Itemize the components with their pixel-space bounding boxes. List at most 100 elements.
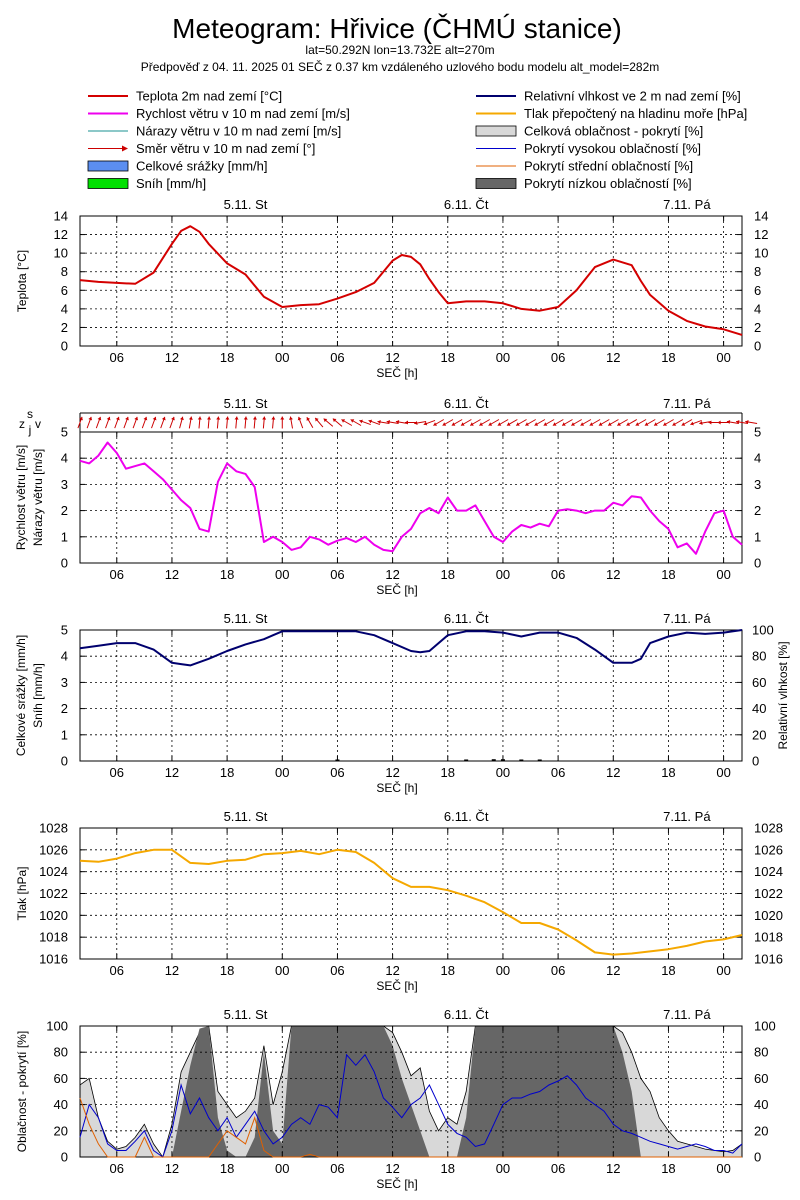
y-tick-label: 0 xyxy=(61,339,68,354)
x-tick-label: 12 xyxy=(385,567,399,582)
wind-arrow xyxy=(386,420,399,425)
legend-label: Pokrytí nízkou oblačností [%] xyxy=(524,176,692,191)
arrow-icon xyxy=(197,416,202,420)
y-tick-label-right: 10 xyxy=(754,246,768,261)
y-tick-label: 0 xyxy=(61,1150,68,1165)
legend-label: Pokrytí vysokou oblačností [%] xyxy=(524,141,701,156)
x-tick-label: 12 xyxy=(165,1161,179,1176)
wind-arrow xyxy=(469,419,481,426)
y-tick-label: 12 xyxy=(54,227,68,242)
arrow-icon xyxy=(460,422,465,426)
wind-arrow xyxy=(359,419,371,426)
arrow-icon xyxy=(598,422,603,426)
arrow-icon xyxy=(488,422,493,426)
legend-item: Rychlost větru v 10 m nad zemí [m/s] xyxy=(88,106,350,121)
x-tick-label: 06 xyxy=(110,567,124,582)
wind-arrow xyxy=(341,419,353,426)
arrow-icon xyxy=(243,416,248,420)
y-tick-label: 1028 xyxy=(39,821,68,836)
legend-item: Pokrytí vysokou oblačností [%] xyxy=(476,141,701,156)
wind-arrow xyxy=(717,420,730,425)
arrow-icon xyxy=(663,422,667,426)
arrow-icon xyxy=(626,422,631,426)
wind-arrow xyxy=(571,419,582,426)
wind-arrow xyxy=(151,416,157,429)
wind-arrow xyxy=(690,419,702,426)
precip-bar xyxy=(537,759,542,762)
precip-bar xyxy=(519,759,524,762)
x-tick-label: 00 xyxy=(275,1161,289,1176)
wind-arrow xyxy=(377,420,390,425)
y-tick-label-right: 8 xyxy=(754,264,761,279)
arrow-icon xyxy=(516,422,520,426)
arrow-icon xyxy=(125,416,129,421)
x-axis-label: SEČ [h] xyxy=(376,1176,417,1191)
station-coords: lat=50.292N lon=13.732E alt=270m xyxy=(305,43,494,57)
precip-bar xyxy=(500,759,505,762)
y-tick-label-right: 5 xyxy=(754,425,761,440)
arrow-icon xyxy=(315,417,319,422)
x-tick-label: 12 xyxy=(165,963,179,978)
wind-arrow xyxy=(442,419,454,426)
arrow-icon xyxy=(332,418,337,423)
wind-arrow xyxy=(589,419,601,426)
wind-arrow xyxy=(197,416,202,429)
series-line xyxy=(79,441,743,555)
y-tick-label: 8 xyxy=(61,264,68,279)
legend-label: Teplota 2m nad zemí [°C] xyxy=(136,89,282,104)
x-tick-label: 00 xyxy=(275,963,289,978)
series-line-pokrytí-vysokou-oblačností xyxy=(79,1053,743,1158)
x-tick-label: 12 xyxy=(385,765,399,780)
y-tick-label-right: 0 xyxy=(754,339,761,354)
x-tick-label: 18 xyxy=(441,765,455,780)
wind-arrow xyxy=(132,416,139,429)
arrow-icon xyxy=(571,422,575,426)
y-tick-label-right: 1018 xyxy=(754,930,783,945)
x-tick-label: 12 xyxy=(165,567,179,582)
y-tick-label: 2 xyxy=(61,503,68,518)
series-line-pokrytí-střední-oblačností xyxy=(79,1097,742,1158)
arrow-icon xyxy=(635,422,640,426)
arrow-icon xyxy=(654,422,658,426)
legend-label: Relativní vlhkost ve 2 m nad zemí [%] xyxy=(524,89,741,104)
legend-swatch xyxy=(475,178,517,189)
y-tick-label: 5 xyxy=(61,623,68,638)
y-tick-label-right: 1024 xyxy=(754,864,783,879)
wind-arrow xyxy=(552,419,564,426)
y-axis-label: Tlak [hPa] xyxy=(15,866,29,920)
wind-axis-v: v xyxy=(35,417,41,431)
arrow-icon xyxy=(414,421,418,425)
wind-arrow xyxy=(395,420,408,425)
x-tick-label: 00 xyxy=(496,765,510,780)
x-tick-label: 18 xyxy=(220,567,234,582)
y-tick-label-right: 4 xyxy=(754,301,761,316)
x-tick-label: 00 xyxy=(496,963,510,978)
y-tick-label-right: 40 xyxy=(754,1097,768,1112)
series-line xyxy=(79,629,743,667)
x-axis-label: SEČ [h] xyxy=(376,978,417,993)
y-axis-label: Teplota [°C] xyxy=(15,250,29,312)
arrow-icon xyxy=(562,422,566,426)
wind-arrow xyxy=(423,419,436,426)
arrow-icon xyxy=(323,418,328,423)
wind-arrow xyxy=(644,419,656,426)
wind-axis-z: z xyxy=(19,417,25,431)
legend-label: Rychlost větru v 10 m nad zemí [m/s] xyxy=(136,106,350,121)
y-tick-label: 60 xyxy=(54,1071,68,1086)
wind-arrow xyxy=(515,419,527,426)
series-line xyxy=(79,225,743,336)
arrow-icon xyxy=(451,422,456,426)
y-tick-label: 0 xyxy=(61,556,68,571)
arrow-icon xyxy=(470,422,474,426)
y-tick-label-right: 1020 xyxy=(754,908,783,923)
x-tick-label: 18 xyxy=(220,963,234,978)
x-tick-label: 00 xyxy=(275,350,289,365)
wind-arrow xyxy=(488,419,500,426)
arrow-icon xyxy=(188,416,193,420)
x-tick-label: 06 xyxy=(110,1161,124,1176)
day-label: 5.11. St xyxy=(224,611,268,626)
wind-arrow xyxy=(460,419,472,426)
y-tick-label: 0 xyxy=(61,754,68,769)
